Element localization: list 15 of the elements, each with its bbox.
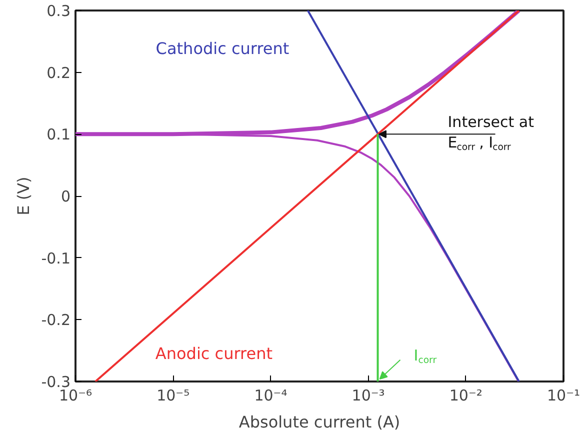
x-tick-label: 10⁻¹ <box>546 386 580 404</box>
y-tick-label: -0.1 <box>41 249 71 268</box>
x-tick-label: 10⁻⁵ <box>156 386 190 404</box>
x-tick-label: 10⁻³ <box>352 386 385 404</box>
x-tick-label: 10⁻² <box>449 386 482 404</box>
x-axis-title: Absolute current (A) <box>238 412 400 432</box>
y-tick-label: 0.2 <box>46 64 71 82</box>
x-tick-label: 10⁻⁴ <box>254 386 288 404</box>
y-tick-label: 0 <box>60 188 71 206</box>
series-label: Cathodic current <box>156 39 290 58</box>
y-tick-label: 0.1 <box>46 126 71 144</box>
y-tick-label: 0.3 <box>46 2 71 20</box>
y-axis-title: E (V) <box>14 176 34 216</box>
series-label: Anodic current <box>155 344 272 363</box>
y-tick-label: -0.2 <box>41 311 71 330</box>
